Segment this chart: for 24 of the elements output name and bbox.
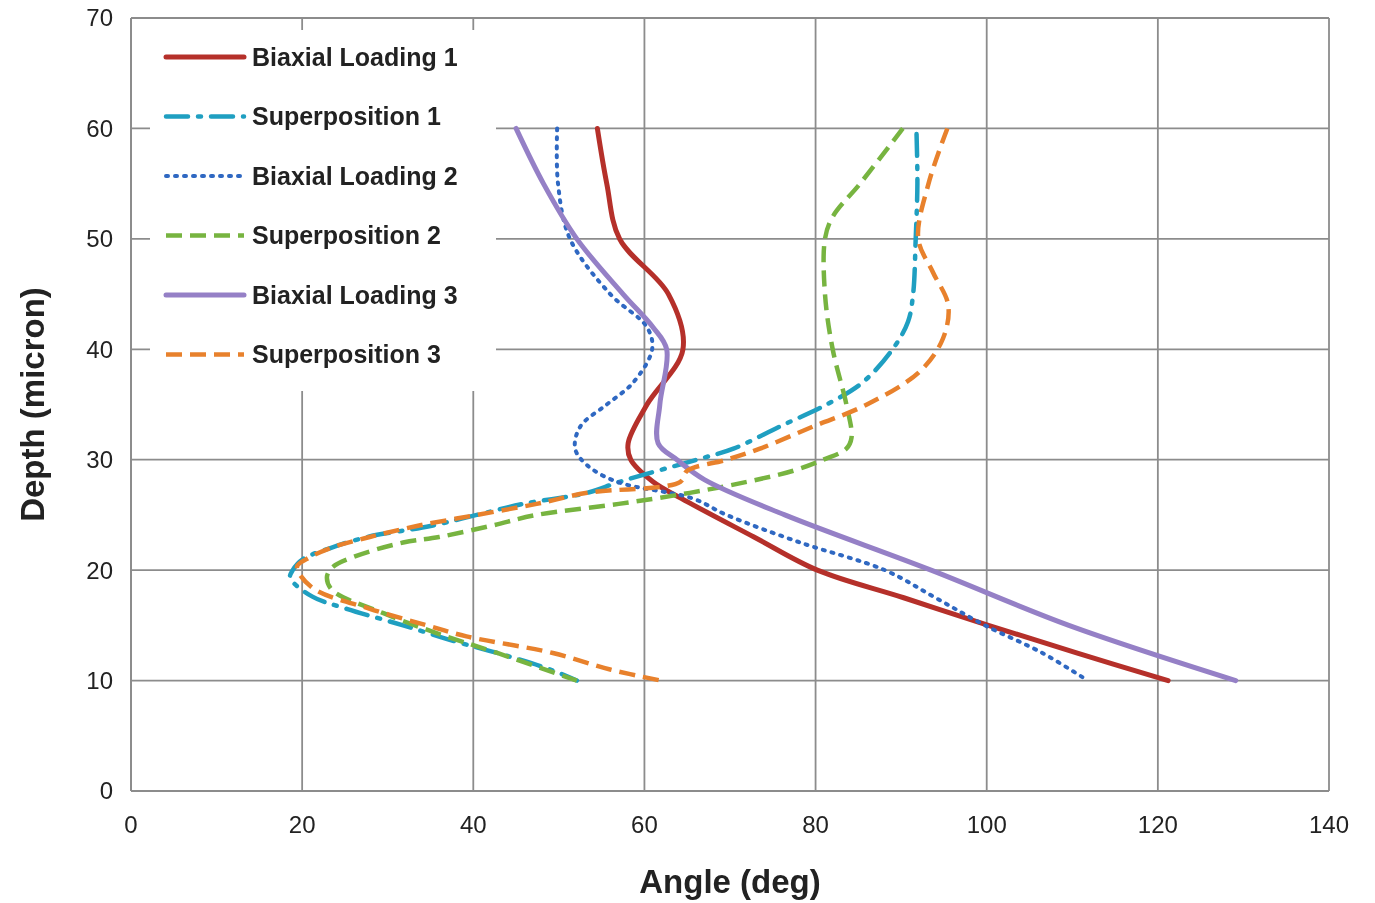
x-tick-label: 20 (288, 811, 316, 838)
y-tick-label: 0 (99, 777, 113, 805)
y-tick-label: 30 (86, 446, 113, 474)
legend-label: Superposition 2 (252, 221, 441, 250)
legend-label: Biaxial Loading 2 (252, 161, 458, 190)
y-tick-label: 10 (86, 666, 113, 694)
x-tick-label: 100 (966, 811, 1007, 838)
legend-label: Superposition 3 (252, 340, 441, 369)
y-tick-label: 40 (86, 335, 113, 363)
legend-label: Superposition 1 (252, 102, 441, 131)
x-tick-label: 40 (459, 811, 487, 838)
legend-label: Biaxial Loading 3 (252, 280, 458, 309)
legend-label: Biaxial Loading 1 (252, 42, 458, 71)
y-tick-label: 20 (86, 556, 113, 584)
x-tick-label: 80 (802, 811, 829, 838)
x-tick-label: 60 (631, 811, 658, 838)
y-tick-label: 50 (86, 225, 113, 253)
x-tick-label: 140 (1308, 811, 1350, 838)
y-axis-title: Depth (micron) (14, 287, 51, 522)
y-tick-label: 70 (86, 4, 113, 32)
y-tick-label: 60 (86, 114, 113, 142)
x-tick-label: 120 (1137, 811, 1178, 838)
x-tick-label: 0 (124, 811, 138, 838)
x-axis-title: Angle (deg) (639, 863, 821, 900)
